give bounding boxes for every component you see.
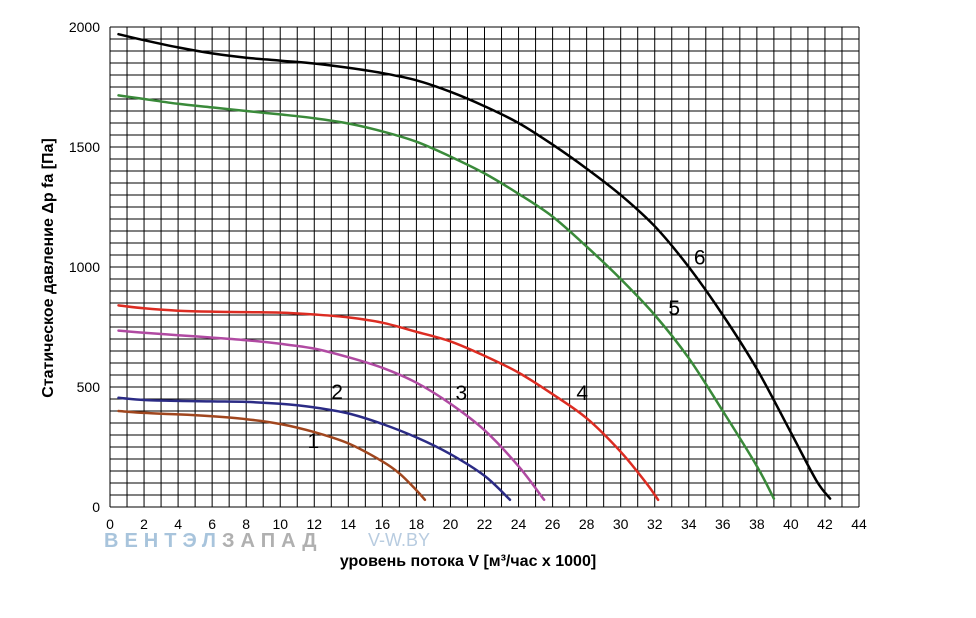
series-line-4 <box>117 304 660 502</box>
x-tick-label: 6 <box>208 516 216 532</box>
x-tick-label: 8 <box>242 516 250 532</box>
x-tick-label: 10 <box>272 516 288 532</box>
curve-label-6: 6 <box>694 247 706 270</box>
y-tick-label: 500 <box>77 379 101 395</box>
x-tick-label: 38 <box>749 516 765 532</box>
y-axis-ticks: 0 500 1000 1500 2000 <box>69 19 100 515</box>
x-tick-label: 12 <box>306 516 322 532</box>
series-line-2 <box>117 396 512 502</box>
x-tick-label: 22 <box>477 516 493 532</box>
series-line-3 <box>117 329 546 502</box>
watermark-part1: ВЕНТЭЛ <box>104 530 222 552</box>
series-group <box>117 32 832 502</box>
x-tick-label: 28 <box>579 516 595 532</box>
y-tick-label: 1500 <box>69 139 100 155</box>
x-tick-label: 14 <box>341 516 357 532</box>
grid <box>109 26 860 508</box>
x-tick-label: 36 <box>715 516 731 532</box>
curve-label-2: 2 <box>331 381 343 404</box>
x-tick-label: 26 <box>545 516 561 532</box>
y-axis-title: Статическое давление Δp fa [Па] <box>40 138 57 398</box>
x-tick-label: 32 <box>647 516 663 532</box>
y-tick-label: 2000 <box>69 19 100 35</box>
x-tick-label: 40 <box>783 516 799 532</box>
curve-label-4: 4 <box>576 382 588 405</box>
series-line-5 <box>117 94 776 500</box>
watermark-site: V-W.BY <box>368 530 430 550</box>
x-tick-label: 44 <box>851 516 867 532</box>
x-tick-label: 42 <box>817 516 833 532</box>
y-tick-label: 1000 <box>69 259 100 275</box>
curve-labels: 1 2 3 4 5 6 <box>307 247 705 454</box>
x-tick-label: 4 <box>174 516 182 532</box>
curve-label-1: 1 <box>307 430 319 453</box>
curve-label-3: 3 <box>456 382 468 405</box>
x-tick-label: 0 <box>106 516 114 532</box>
x-tick-label: 20 <box>443 516 459 532</box>
x-tick-label: 24 <box>511 516 527 532</box>
curve-label-5: 5 <box>668 297 680 320</box>
series-line-6 <box>117 32 832 500</box>
x-tick-label: 16 <box>375 516 391 532</box>
x-tick-label: 2 <box>140 516 148 532</box>
x-axis-ticks: 0 2 4 6 8 10 12 14 16 18 20 22 24 26 28 30 32 34 36 38 40 42 4… <box>106 516 867 532</box>
x-tick-label: 30 <box>613 516 629 532</box>
x-axis-title: уровень потока V [м³/час x 1000] <box>340 553 596 570</box>
series-line-1 <box>117 409 427 502</box>
watermark: ВЕНТЭЛ ЗАПАД V-W.BY <box>104 530 430 552</box>
x-tick-label: 18 <box>409 516 425 532</box>
watermark-part2: ЗАПАД <box>222 530 323 552</box>
x-tick-label: 34 <box>681 516 697 532</box>
y-tick-label: 0 <box>92 499 100 515</box>
